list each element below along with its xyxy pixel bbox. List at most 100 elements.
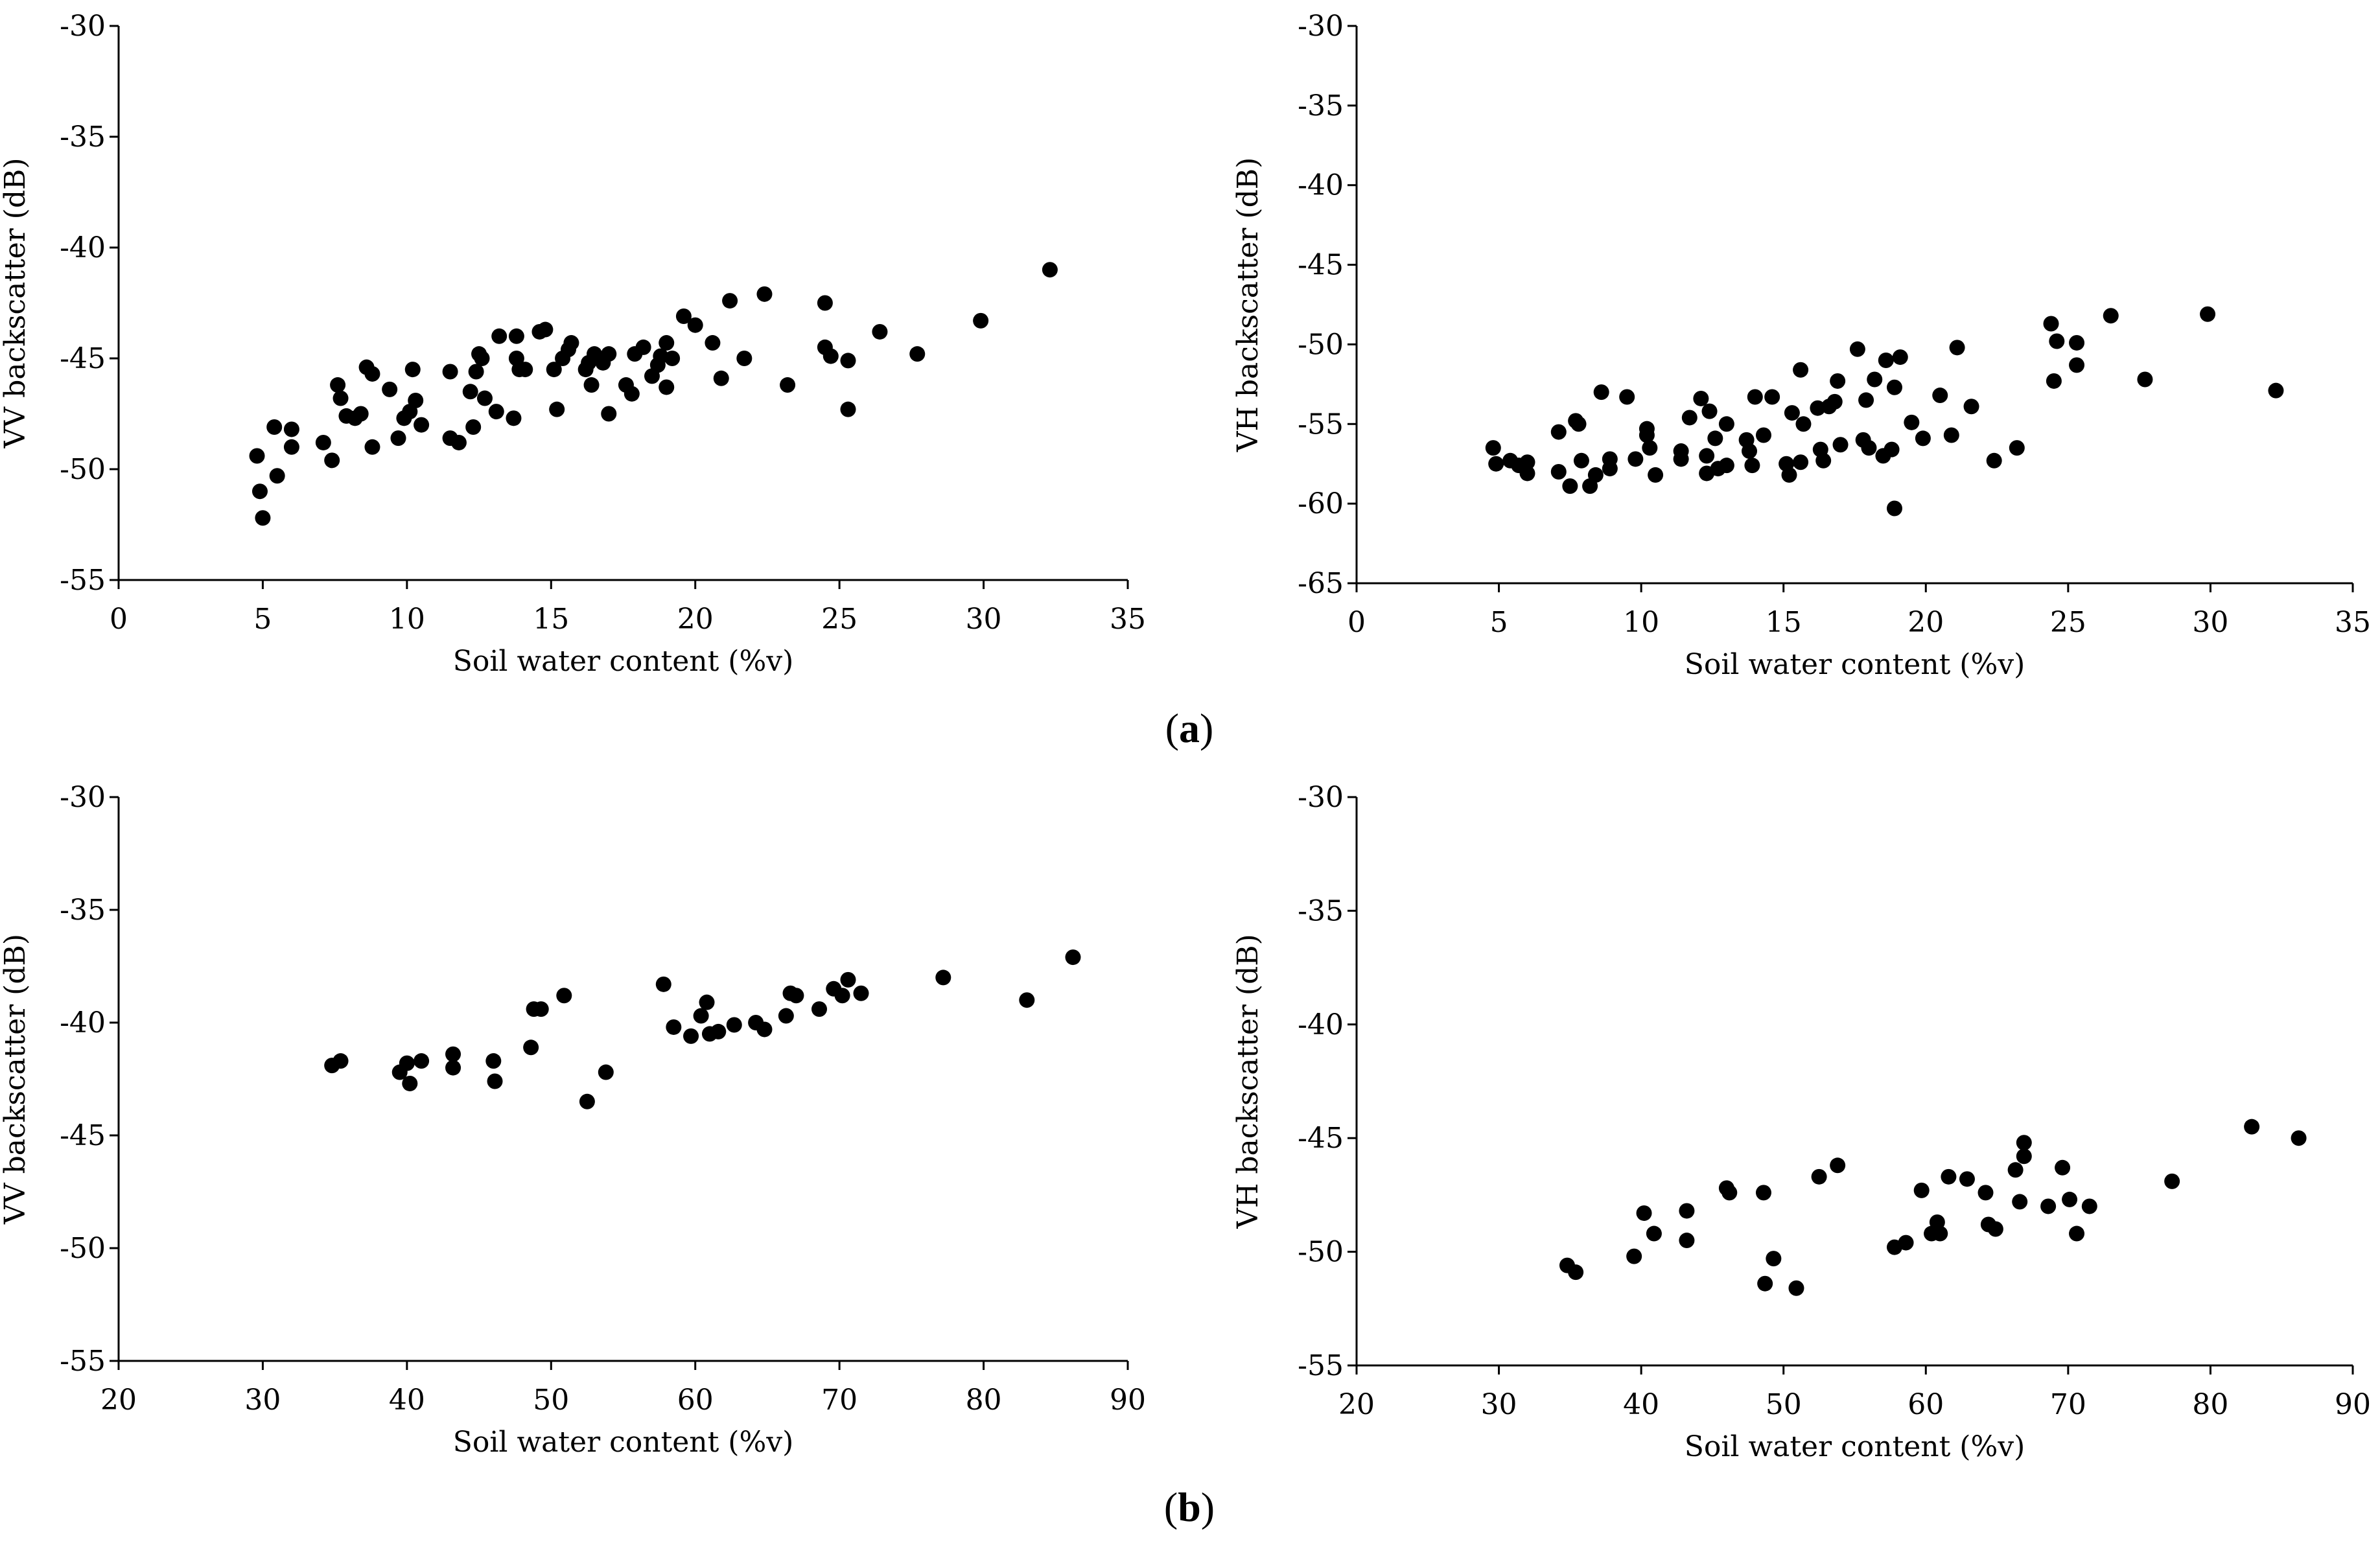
data-point (1941, 1168, 1957, 1185)
x-tick-label: 40 (1623, 1388, 1659, 1421)
y-axis-title: VH backscatter (dB) (1231, 934, 1265, 1229)
data-point (756, 286, 773, 302)
data-point (653, 348, 669, 364)
data-point (1943, 427, 1959, 443)
data-point (1568, 1264, 1584, 1281)
x-tick-label: 60 (1908, 1388, 1944, 1421)
data-point (445, 1060, 461, 1076)
x-tick-label: 90 (2335, 1388, 2371, 1421)
data-point (840, 353, 856, 369)
data-point (579, 1093, 595, 1109)
data-point (2016, 1135, 2032, 1151)
data-point (1781, 467, 1797, 483)
y-axis-title: VH backscatter (dB) (1231, 157, 1265, 453)
y-axis-title: VV backscatter (dB) (0, 158, 32, 449)
data-point (249, 448, 265, 464)
data-point (1755, 427, 1771, 443)
data-point (324, 452, 340, 469)
data-point (1766, 1251, 1782, 1267)
data-point (474, 351, 490, 366)
data-point (687, 317, 703, 333)
data-point (462, 384, 478, 400)
data-point (1718, 458, 1734, 474)
data-point (266, 419, 283, 435)
data-point (1949, 340, 1965, 356)
data-point (1755, 1185, 1771, 1201)
x-axis-title: Soil water content (%v) (453, 645, 794, 678)
y-tick-label: -50 (60, 453, 106, 486)
y-tick-label: -45 (1298, 1122, 1344, 1155)
data-point (1602, 451, 1618, 467)
data-point (1915, 430, 1931, 447)
data-point (450, 434, 467, 450)
data-point (683, 1028, 699, 1044)
x-tick-label: 90 (1110, 1384, 1146, 1417)
data-point (1642, 440, 1658, 456)
data-point (255, 510, 271, 526)
data-point (710, 1023, 727, 1039)
data-point (1861, 440, 1877, 456)
data-point (811, 1001, 828, 1017)
x-tick-label: 50 (533, 1384, 569, 1417)
data-point (353, 406, 369, 422)
data-point (2040, 1198, 2057, 1214)
data-point (1764, 389, 1780, 405)
data-point (508, 328, 524, 344)
data-point (583, 377, 600, 393)
y-tick-label: -40 (1298, 169, 1344, 202)
data-point (1593, 384, 1609, 400)
chart-b-vh: -55 -50 -45 -40 -35 -30 20 30 40 50 60 70 80 90 Soil w… (1231, 781, 2371, 1463)
data-point (332, 1053, 349, 1069)
data-point (2103, 308, 2119, 324)
data-point (402, 1075, 418, 1091)
data-point (1793, 362, 1809, 378)
data-point (1519, 454, 1535, 470)
data-point (2137, 371, 2153, 388)
y-tick-label: -45 (1298, 249, 1344, 282)
data-point (1570, 416, 1587, 432)
x-tick-label: 30 (1481, 1388, 1517, 1421)
data-point (1932, 388, 1948, 404)
data-point (598, 1064, 614, 1080)
data-point (2055, 1159, 2071, 1176)
data-point (556, 988, 572, 1004)
data-point (283, 439, 299, 455)
data-point (2244, 1119, 2260, 1135)
data-point (1519, 465, 1535, 481)
data-point (1699, 448, 1715, 464)
data-point (1693, 390, 1709, 406)
data-point (1810, 400, 1826, 416)
data-point (2069, 357, 2085, 373)
data-point (1892, 349, 1908, 365)
data-point (1673, 443, 1689, 459)
data-point (445, 1046, 461, 1062)
data-point (778, 1008, 794, 1024)
data-point (655, 976, 671, 992)
data-point (2016, 1148, 2032, 1165)
x-tick-label: 50 (1766, 1388, 1802, 1421)
y-tick-label: -45 (60, 1119, 106, 1152)
y-tick-label: -30 (1298, 781, 1344, 814)
y-tick-label: -55 (1298, 408, 1344, 441)
data-point (601, 406, 617, 422)
data-point (840, 971, 856, 988)
data-point (2049, 333, 2065, 349)
data-point (713, 370, 729, 386)
x-axis-title: Soil water content (%v) (453, 1426, 794, 1459)
data-point (1679, 1203, 1695, 1219)
data-point (1757, 1275, 1773, 1292)
data-point (1832, 437, 1849, 453)
y-tick-label: -35 (60, 894, 106, 927)
x-tick-label: 20 (1908, 606, 1944, 639)
data-point (251, 483, 268, 500)
y-tick-label: -55 (1298, 1349, 1344, 1382)
panel-label-a: (a) (1165, 705, 1214, 751)
data-point (1626, 1248, 1642, 1264)
data-point (549, 401, 565, 417)
data-point (1485, 440, 1501, 456)
x-tick-label: 30 (244, 1384, 281, 1417)
data-point (283, 421, 299, 437)
x-axis-title: Soil water content (%v) (1685, 648, 2025, 681)
x-tick-label: 5 (1490, 606, 1508, 639)
data-point (2043, 316, 2059, 332)
